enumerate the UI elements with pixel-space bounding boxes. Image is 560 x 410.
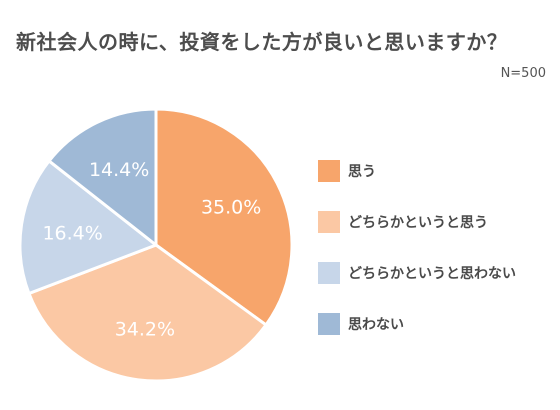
legend-label-1: 思う [348,164,376,180]
pie-slice-4 [47,107,158,247]
legend-item-3: どちらかというと思わない [318,262,554,284]
slice-label-1: 35.0% [201,197,261,219]
legend-swatch-3 [318,262,340,284]
legend-label-2: どちらかというと思う [348,215,488,231]
legend-item-2: どちらかというと思う [318,211,554,233]
pie-slice-2 [27,243,268,383]
legend-item-1: 思う [318,160,554,182]
legend-swatch-4 [318,313,340,335]
slice-label-2: 34.2% [115,319,175,341]
slice-label-3: 16.4% [42,222,102,244]
sample-size: N=500 [500,66,546,81]
pie-slice-3 [18,159,158,295]
legend-swatch-1 [318,160,340,182]
legend-label-4: 思わない [348,317,404,333]
legend-swatch-2 [318,211,340,233]
pie-slice-1 [154,107,294,327]
legend-label-3: どちらかというと思わない [348,266,516,282]
chart-title: 新社会人の時に、投資をした方が良いと思いますか？ [16,30,508,54]
slice-label-4: 14.4% [89,159,149,181]
legend: 思うどちらかというと思うどちらかというと思わない 思わない [318,160,554,364]
legend-item-4: 思わない [318,313,554,335]
